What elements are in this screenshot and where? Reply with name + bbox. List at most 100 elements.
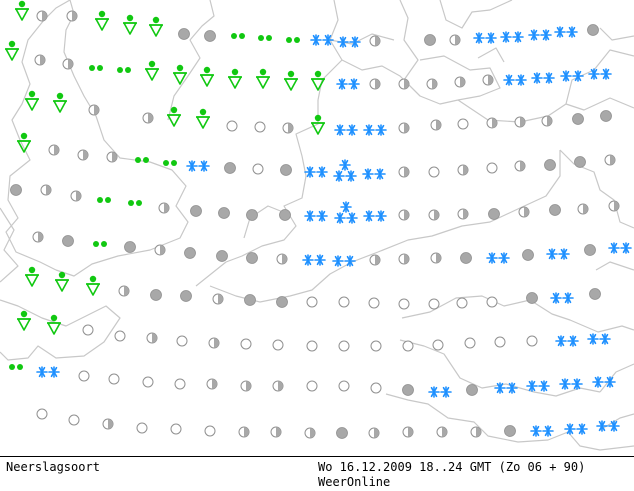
shower-icon — [311, 70, 325, 91]
overcast-icon — [216, 250, 228, 262]
partly-cloudy-icon — [398, 253, 410, 265]
overcast-icon — [280, 164, 292, 176]
overcast-icon — [246, 209, 258, 221]
partly-cloudy-icon — [102, 418, 114, 430]
partly-cloudy-icon — [514, 116, 526, 128]
partly-cloudy-icon — [88, 104, 100, 116]
snow-icon — [334, 124, 358, 136]
snow-icon — [332, 255, 356, 267]
clear-sky-icon — [170, 423, 182, 435]
snow-icon — [546, 248, 570, 260]
snow-icon — [363, 210, 387, 222]
coastline-segment — [559, 149, 634, 229]
snow-icon — [362, 168, 386, 180]
partly-cloudy-icon — [40, 184, 52, 196]
clear-sky-icon — [370, 382, 382, 394]
partly-cloudy-icon — [106, 151, 118, 163]
clear-sky-icon — [78, 370, 90, 382]
snow-icon — [494, 382, 518, 394]
partly-cloudy-icon — [608, 200, 620, 212]
partly-cloudy-icon — [428, 209, 440, 221]
shower-icon — [15, 0, 29, 21]
clear-sky-icon — [272, 339, 284, 351]
validity-label: Wo 16.12.2009 18..24 GMT (Zo 06 + 90) — [318, 460, 586, 474]
overcast-icon — [180, 290, 192, 302]
overcast-icon — [574, 156, 586, 168]
clear-sky-icon — [240, 338, 252, 350]
coastline-segment — [599, 363, 634, 393]
snow-icon — [333, 159, 357, 182]
weather-symbols — [5, 0, 632, 439]
shower-icon — [200, 66, 214, 87]
rain-drops-icon — [258, 35, 272, 41]
clear-sky-icon — [432, 339, 444, 351]
snow-icon — [310, 34, 334, 46]
snow-icon — [500, 31, 524, 43]
partly-cloudy-icon — [154, 244, 166, 256]
overcast-icon — [466, 384, 478, 396]
clear-sky-icon — [176, 335, 188, 347]
overcast-icon — [587, 24, 599, 36]
overcast-icon — [402, 384, 414, 396]
partly-cloudy-icon — [457, 208, 469, 220]
snow-icon — [530, 425, 554, 437]
clear-sky-icon — [464, 337, 476, 349]
coastline-segment — [529, 299, 634, 333]
overcast-icon — [504, 425, 516, 437]
clear-sky-icon — [486, 296, 498, 308]
partly-cloudy-icon — [282, 122, 294, 134]
partly-cloudy-icon — [457, 164, 469, 176]
overcast-icon — [62, 235, 74, 247]
snow-icon — [186, 160, 210, 172]
coastline-segment — [377, 150, 561, 253]
clear-sky-icon — [108, 373, 120, 385]
partly-cloudy-icon — [36, 10, 48, 22]
rain-drops-icon — [135, 157, 149, 163]
coastline-segment — [243, 205, 289, 239]
overcast-icon — [544, 159, 556, 171]
partly-cloudy-icon — [398, 166, 410, 178]
shower-icon — [145, 60, 159, 81]
coastline-segment — [567, 431, 634, 451]
partly-cloudy-icon — [238, 426, 250, 438]
partly-cloudy-icon — [402, 426, 414, 438]
rain-drops-icon — [97, 197, 111, 203]
clear-sky-icon — [428, 166, 440, 178]
partly-cloudy-icon — [158, 202, 170, 214]
coastline-segment — [401, 295, 531, 319]
clear-sky-icon — [338, 340, 350, 352]
clear-sky-icon — [338, 380, 350, 392]
snow-icon — [334, 201, 358, 224]
snow-icon — [528, 29, 552, 41]
partly-cloudy-icon — [541, 115, 553, 127]
partly-cloudy-icon — [369, 254, 381, 266]
shower-icon — [17, 310, 31, 331]
partly-cloudy-icon — [577, 203, 589, 215]
partly-cloudy-icon — [398, 78, 410, 90]
shower-icon — [17, 132, 31, 153]
clear-sky-icon — [457, 118, 469, 130]
overcast-icon — [224, 162, 236, 174]
shower-icon — [167, 106, 181, 127]
clear-sky-icon — [306, 380, 318, 392]
overcast-icon — [204, 30, 216, 42]
partly-cloudy-icon — [369, 35, 381, 47]
rain-drops-icon — [9, 364, 23, 370]
partly-cloudy-icon — [270, 426, 282, 438]
partly-cloudy-icon — [32, 231, 44, 243]
partly-cloudy-icon — [430, 119, 442, 131]
partly-cloudy-icon — [449, 34, 461, 46]
overcast-icon — [244, 294, 256, 306]
partly-cloudy-icon — [62, 58, 74, 70]
clear-sky-icon — [114, 330, 126, 342]
partly-cloudy-icon — [48, 144, 60, 156]
snow-icon — [588, 68, 612, 80]
overcast-icon — [190, 205, 202, 217]
shower-icon — [196, 108, 210, 129]
partly-cloudy-icon — [142, 112, 154, 124]
partly-cloudy-icon — [368, 427, 380, 439]
shower-icon — [25, 266, 39, 287]
overcast-icon — [246, 252, 258, 264]
snow-icon — [336, 78, 360, 90]
rain-drops-icon — [163, 160, 177, 166]
